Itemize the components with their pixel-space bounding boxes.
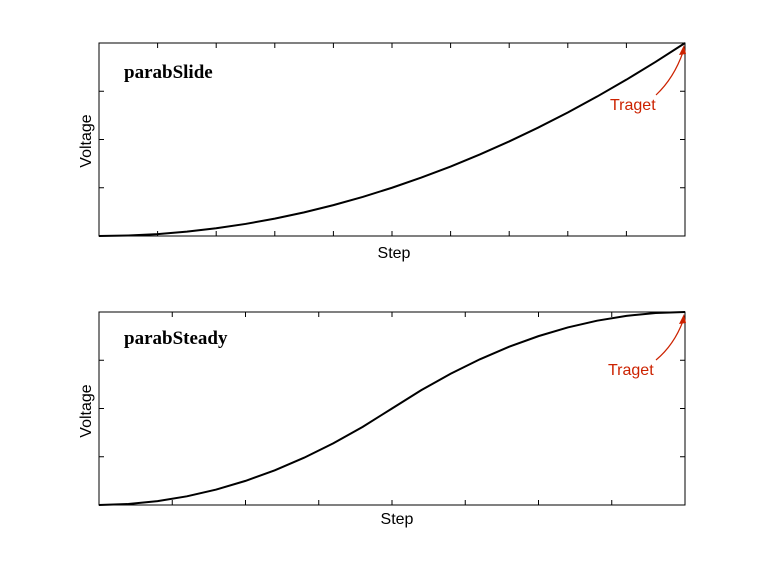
series-line <box>98 42 686 237</box>
x-axis-label: Step <box>381 511 414 528</box>
series-line <box>98 311 686 506</box>
chart-parabsteady: parabSteady Step Voltage Traget <box>78 311 686 528</box>
annotation-label: Traget <box>608 362 654 379</box>
annotation-arrow <box>655 320 684 361</box>
annotation-arrowhead <box>679 314 686 324</box>
y-axis-label: Voltage <box>78 114 95 167</box>
annotation-arrow <box>655 51 684 96</box>
chart-title: parabSteady <box>124 328 228 349</box>
chart-parabslide: parabSlide Step Voltage Traget <box>78 42 686 262</box>
annotation-label: Traget <box>610 97 656 114</box>
chart-title: parabSlide <box>124 62 213 83</box>
annotation-arrowhead <box>679 45 686 55</box>
x-axis-label: Step <box>378 245 411 262</box>
y-axis-label: Voltage <box>78 384 95 437</box>
